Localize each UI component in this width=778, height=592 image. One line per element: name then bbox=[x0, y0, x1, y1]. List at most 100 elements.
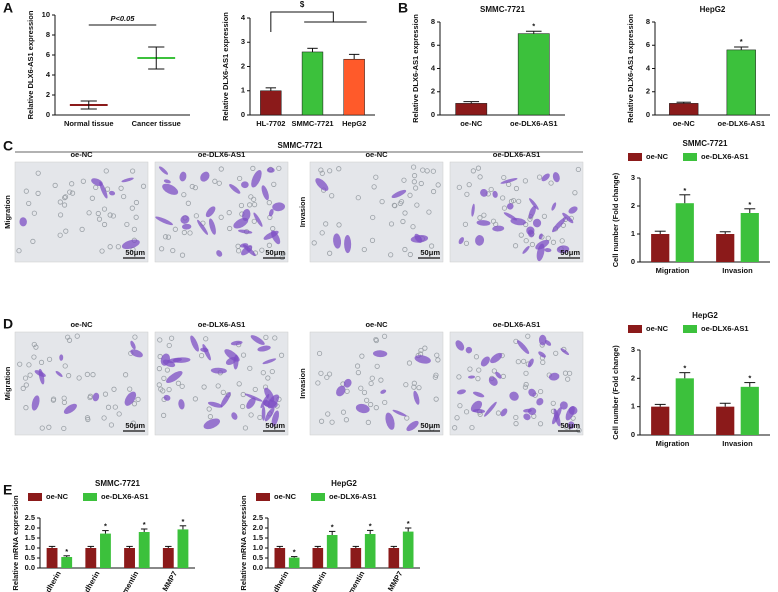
pore bbox=[464, 191, 470, 197]
pore bbox=[105, 404, 112, 410]
cell bbox=[523, 408, 532, 413]
cell bbox=[355, 403, 370, 414]
pore bbox=[522, 178, 528, 184]
pore bbox=[354, 363, 361, 369]
bar bbox=[177, 529, 189, 568]
cell bbox=[130, 340, 136, 350]
pore bbox=[374, 363, 380, 369]
pore bbox=[336, 222, 342, 228]
cell bbox=[528, 388, 537, 397]
pore bbox=[413, 185, 419, 191]
pore bbox=[324, 374, 330, 380]
pore bbox=[329, 419, 335, 425]
x-tick-label: oe-DLX6-AS1 bbox=[510, 119, 558, 128]
x-tick-label: oe-NC bbox=[460, 119, 483, 128]
cell bbox=[343, 378, 352, 388]
pore bbox=[161, 375, 167, 381]
y-tick-label: 2 bbox=[646, 87, 650, 96]
cell bbox=[197, 219, 209, 235]
y-tick-label: 8 bbox=[646, 17, 650, 26]
x-tick-label: E-cadherin bbox=[263, 569, 290, 592]
cell bbox=[551, 202, 557, 211]
pore bbox=[107, 212, 113, 218]
pore bbox=[227, 225, 233, 232]
pore bbox=[523, 238, 529, 244]
pore bbox=[69, 181, 75, 187]
pore bbox=[263, 334, 269, 340]
significance-mark: * bbox=[331, 522, 334, 531]
cell bbox=[475, 235, 485, 246]
pore bbox=[373, 405, 379, 411]
pore bbox=[130, 420, 137, 426]
pore bbox=[79, 226, 85, 232]
annotation: P<0.05 bbox=[111, 14, 136, 23]
pore bbox=[525, 333, 531, 339]
pore bbox=[266, 200, 272, 206]
pore bbox=[323, 221, 329, 227]
significance-mark: * bbox=[740, 37, 743, 46]
y-tick-label: 0 bbox=[631, 257, 635, 266]
y-tick-label: 6 bbox=[646, 40, 650, 49]
pore bbox=[567, 370, 573, 376]
pore bbox=[131, 226, 137, 232]
pore bbox=[430, 168, 436, 174]
pore bbox=[473, 354, 480, 360]
pore bbox=[193, 213, 199, 219]
bar bbox=[388, 548, 400, 568]
cell bbox=[190, 335, 199, 352]
bar bbox=[301, 51, 324, 116]
bar bbox=[260, 90, 282, 116]
pore bbox=[50, 396, 57, 402]
pore bbox=[559, 238, 565, 244]
cell bbox=[471, 203, 475, 217]
pore bbox=[46, 356, 53, 362]
pore bbox=[495, 410, 502, 416]
pore bbox=[452, 425, 458, 431]
bar bbox=[517, 33, 550, 116]
y-tick-label: 3 bbox=[241, 37, 245, 46]
bar bbox=[85, 548, 97, 568]
pore bbox=[181, 192, 187, 198]
y-tick-label: 1.5 bbox=[25, 533, 35, 542]
bar bbox=[675, 378, 694, 435]
pore bbox=[111, 386, 117, 392]
pore bbox=[422, 345, 428, 351]
cell bbox=[380, 389, 387, 394]
cell bbox=[500, 178, 518, 184]
error-bar bbox=[276, 545, 284, 548]
x-tick-label: Invasion bbox=[722, 439, 753, 448]
error-bar bbox=[140, 528, 148, 532]
pore bbox=[135, 396, 141, 402]
pore bbox=[315, 380, 321, 386]
pore bbox=[311, 240, 317, 246]
pore bbox=[463, 409, 470, 415]
y-tick-label: 0 bbox=[431, 110, 435, 119]
cell bbox=[241, 245, 253, 256]
pore bbox=[133, 214, 139, 220]
pore bbox=[411, 173, 418, 179]
pore bbox=[470, 168, 476, 174]
bar bbox=[651, 234, 670, 262]
cell bbox=[19, 217, 27, 227]
y-axis-label: Cell number (Fold change) bbox=[611, 172, 620, 267]
pore bbox=[411, 380, 417, 386]
cell bbox=[556, 245, 570, 254]
cell bbox=[565, 405, 575, 421]
cell bbox=[272, 202, 286, 212]
pore bbox=[62, 194, 69, 200]
micrograph bbox=[309, 331, 444, 436]
pore bbox=[475, 376, 481, 382]
pore bbox=[23, 382, 29, 388]
cell bbox=[492, 225, 505, 232]
pore bbox=[416, 385, 422, 391]
pore bbox=[361, 389, 368, 396]
y-axis-label: Relative mRNA expression bbox=[11, 495, 20, 591]
pore bbox=[463, 240, 470, 246]
cell bbox=[492, 190, 498, 198]
error-bar bbox=[63, 555, 70, 557]
bar bbox=[669, 103, 699, 116]
pore bbox=[238, 202, 245, 209]
error-bar bbox=[80, 100, 97, 110]
scale-bar-label: 50μm bbox=[420, 248, 440, 257]
pore bbox=[319, 170, 325, 176]
